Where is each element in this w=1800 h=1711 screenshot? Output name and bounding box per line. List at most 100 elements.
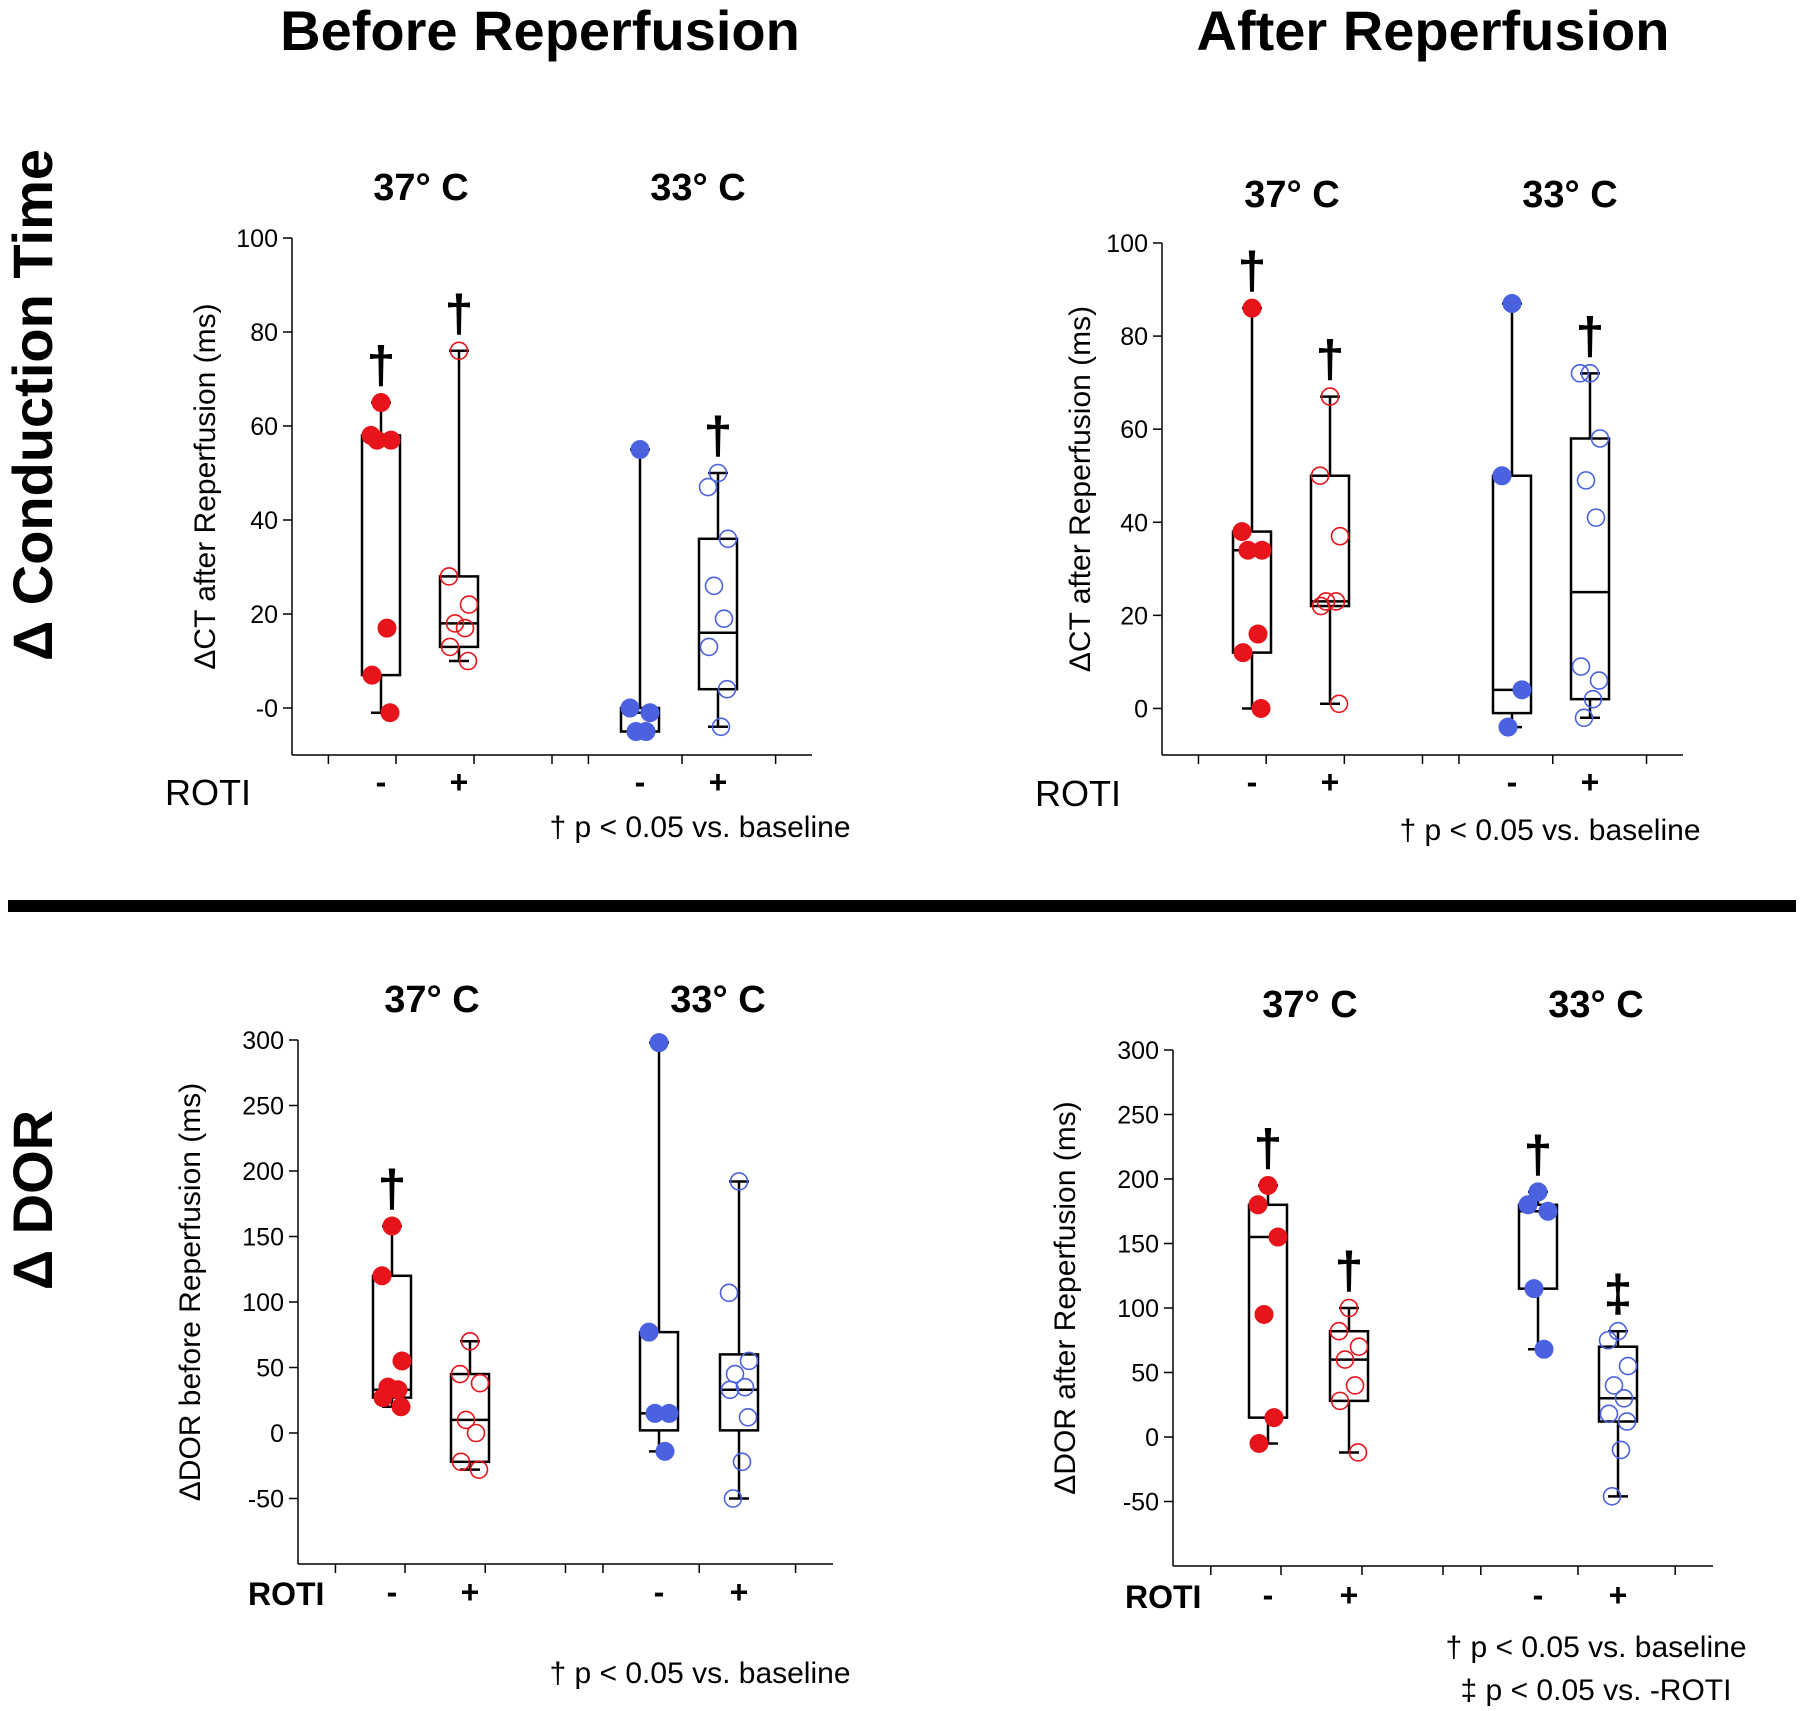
y-tick-label: 40: [250, 507, 278, 535]
roti-sign: +: [730, 1574, 749, 1610]
data-point: [466, 1423, 486, 1443]
dagger-marker: †: [1238, 242, 1267, 300]
panel-dor-after: -50 0 50 100 150 200 250 300 ΔDOR after Reperfus…: [1049, 984, 1747, 1707]
y-tick-label: 100: [236, 225, 278, 253]
y-tick-label: 40: [1120, 509, 1148, 537]
y-tick-label: -50: [248, 1486, 284, 1514]
series-37c-roti-minus: †: [1231, 242, 1273, 718]
data-point: [1329, 694, 1349, 714]
data-point: [640, 703, 660, 723]
roti-sign: -: [1507, 764, 1518, 800]
y-tick-label: 0: [270, 1420, 284, 1448]
y-tick-label: 150: [242, 1224, 284, 1252]
data-point: [460, 1332, 480, 1351]
dagger-marker: †: [1524, 1126, 1553, 1184]
y-tick-label: -0: [256, 695, 278, 723]
data-point: [1571, 657, 1591, 676]
y-tick-label: 60: [250, 413, 278, 441]
data-point: [362, 665, 382, 685]
group-label-33c: 33° C: [1548, 984, 1643, 1026]
series-33c-roti-minus: [1491, 294, 1533, 737]
group-label-37c: 37° C: [384, 979, 479, 1021]
group-label-33c: 33° C: [1522, 174, 1617, 216]
data-point: [1576, 471, 1596, 490]
roti-sign: -: [387, 1574, 398, 1610]
series-37c-roti-plus: [449, 1332, 491, 1479]
y-axis-label: ΔCT after Reperfusion (ms): [1064, 306, 1097, 672]
data-point: [1316, 592, 1336, 611]
data-point: [704, 576, 724, 596]
data-point: [711, 717, 731, 737]
data-point: [1492, 466, 1512, 486]
data-point: [1330, 526, 1350, 546]
data-point: [645, 1403, 665, 1423]
data-point: [1589, 671, 1609, 690]
y-tick-label: 200: [1117, 1166, 1159, 1194]
data-point: [719, 1283, 739, 1303]
series-37c-roti-plus: †: [1309, 331, 1351, 714]
data-point: [1254, 1304, 1274, 1324]
row-label-dor: Δ DOR: [1, 1110, 64, 1290]
dagger-marker: †: [367, 337, 396, 395]
data-point: [1329, 1321, 1349, 1341]
data-point: [1339, 1298, 1359, 1318]
y-tick-label: 50: [1131, 1360, 1159, 1388]
data-point: [1330, 1391, 1350, 1411]
group-label-33c: 33° C: [670, 979, 765, 1021]
box-iqr: [1491, 474, 1533, 715]
y-tick-label: 50: [256, 1355, 284, 1383]
dagger-marker: †: [1254, 1119, 1283, 1177]
series-33c-roti-plus: ‡: [1597, 1265, 1639, 1506]
data-point: [1349, 1337, 1369, 1356]
data-point: [1335, 1350, 1355, 1369]
roti-label: ROTI: [165, 772, 251, 813]
roti-sign: -: [635, 764, 646, 800]
y-tick-label: 100: [1117, 1295, 1159, 1323]
data-point: [392, 1351, 412, 1371]
y-tick-label: 250: [242, 1093, 284, 1121]
series-37c-roti-minus: †: [360, 337, 402, 723]
data-point: [636, 722, 656, 741]
title-before-reperfusion: Before Reperfusion: [280, 0, 800, 62]
data-point: [1311, 596, 1331, 616]
roti-label: ROTI: [248, 1576, 324, 1612]
data-point: [698, 477, 718, 497]
data-point: [739, 1351, 759, 1371]
y-tick-label: 100: [1106, 230, 1148, 258]
data-point: [1614, 1389, 1634, 1408]
series-33c-roti-plus: †: [697, 407, 739, 737]
data-point: [1264, 1408, 1284, 1428]
data-point: [1248, 1195, 1268, 1215]
y-tick-label: 200: [242, 1158, 284, 1186]
data-point: [1268, 1227, 1288, 1247]
y-tick-label: 100: [242, 1289, 284, 1317]
data-point: [469, 1460, 489, 1479]
data-point: [1233, 643, 1253, 663]
y-tick-label: 0: [1134, 695, 1148, 723]
title-after-reperfusion: After Reperfusion: [1197, 0, 1670, 62]
data-point: [1498, 717, 1518, 737]
roti-sign: +: [709, 764, 728, 800]
data-point: [1251, 698, 1271, 718]
data-point: [1232, 522, 1252, 542]
data-point: [1242, 298, 1262, 318]
data-point: [1348, 1443, 1368, 1462]
data-point: [1611, 1440, 1631, 1460]
section-divider: [8, 900, 1796, 912]
roti-sign: +: [1609, 1577, 1628, 1613]
data-point: [1590, 429, 1610, 448]
data-point: [1570, 364, 1590, 383]
data-point: [1518, 1195, 1538, 1215]
data-point: [738, 1407, 758, 1427]
data-point: [1310, 466, 1330, 486]
box-iqr: [360, 434, 402, 677]
y-tick-label: 0: [1145, 1424, 1159, 1452]
data-point: [391, 1397, 411, 1417]
data-point: [1602, 1487, 1622, 1506]
roti-sign: +: [1321, 764, 1340, 800]
data-point: [714, 609, 734, 629]
y-axis-label: ΔDOR after Reperfusion (ms): [1049, 1101, 1082, 1494]
group-label-37c: 37° C: [1244, 174, 1339, 216]
roti-sign: +: [1581, 764, 1600, 800]
